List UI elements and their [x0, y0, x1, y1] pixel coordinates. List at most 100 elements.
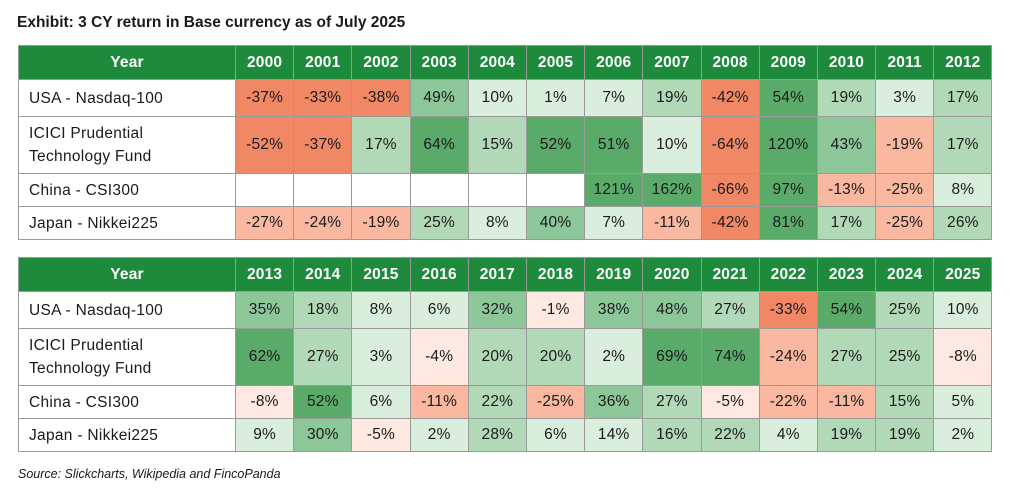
return-cell-2013: 9% [234, 418, 295, 452]
return-cell-2006: 51% [584, 116, 644, 174]
return-cell-2025: 5% [933, 385, 993, 419]
year-header-2000: 2000 [234, 45, 295, 80]
return-cell-2025: 10% [933, 291, 993, 329]
return-cell-2005: 40% [525, 206, 586, 240]
year-header-2015: 2015 [351, 257, 411, 292]
table-row: USA - Nasdaq-100 -37% -33% -38% 49% 10% 1% 7% 19… [18, 79, 993, 117]
return-cell-2016: -11% [409, 385, 469, 419]
row-label: China - CSI300 [18, 173, 236, 207]
return-cell-2005: 1% [525, 79, 586, 117]
return-cell-2021: 74% [700, 328, 760, 386]
table-row: USA - Nasdaq-100 35% 18% 8% 6% 32% -1% 38% 48% 27… [18, 291, 993, 329]
return-cell-2000 [234, 173, 295, 207]
return-cell-2002: -19% [351, 206, 411, 240]
return-cell-2019: 38% [584, 291, 644, 329]
return-cell-2005: 52% [525, 116, 586, 174]
return-cell-2009: 54% [758, 79, 818, 117]
return-cell-2003: 49% [409, 79, 469, 117]
return-cell-2006: 121% [584, 173, 644, 207]
returns-table-2000-2012: Year 2000 2001 2002 2003 2004 2005 2006 2007 2008… [18, 45, 993, 240]
return-cell-2003: 64% [409, 116, 469, 174]
return-cell-2024: 19% [875, 418, 935, 452]
row-label: USA - Nasdaq-100 [18, 291, 236, 329]
return-cell-2001: -33% [293, 79, 353, 117]
header-row: Year 2013 2014 2015 2016 2017 2018 2019 2020 2021… [18, 257, 993, 292]
return-cell-2022: -24% [758, 328, 818, 386]
return-cell-2003: 25% [409, 206, 469, 240]
return-cell-2007: 162% [642, 173, 702, 207]
return-cell-2008: -66% [700, 173, 760, 207]
return-cell-2017: 20% [467, 328, 527, 386]
return-cell-2019: 36% [584, 385, 644, 419]
return-cell-2000: -52% [234, 116, 295, 174]
return-cell-2023: -11% [816, 385, 877, 419]
return-cell-2022: 4% [758, 418, 818, 452]
return-cell-2011: -25% [875, 173, 935, 207]
table-row: ICICI Prudential Technology Fund -52% -37% 1… [18, 116, 993, 174]
return-cell-2009: 81% [758, 206, 818, 240]
return-cell-2017: 32% [467, 291, 527, 329]
row-label: Japan - Nikkei225 [18, 206, 236, 240]
year-header-2025: 2025 [933, 257, 993, 292]
return-cell-2023: 27% [816, 328, 877, 386]
return-cell-2013: 35% [234, 291, 295, 329]
returns-table-2013-2025: Year 2013 2014 2015 2016 2017 2018 2019 2020 2021… [18, 257, 993, 452]
return-cell-2016: 2% [409, 418, 469, 452]
return-cell-2020: 48% [642, 291, 702, 329]
return-cell-2019: 2% [584, 328, 644, 386]
return-cell-2010: 43% [816, 116, 877, 174]
return-cell-2009: 97% [758, 173, 818, 207]
return-cell-2013: -8% [234, 385, 295, 419]
return-cell-2015: 3% [351, 328, 411, 386]
return-cell-2006: 7% [584, 79, 644, 117]
year-header-2003: 2003 [409, 45, 469, 80]
return-cell-2004: 15% [467, 116, 527, 174]
return-cell-2018: -25% [525, 385, 586, 419]
return-cell-2000: -37% [234, 79, 295, 117]
header-row: Year 2000 2001 2002 2003 2004 2005 2006 2007 2008… [18, 45, 993, 80]
return-cell-2017: 28% [467, 418, 527, 452]
return-cell-2020: 69% [642, 328, 702, 386]
return-cell-2007: -11% [642, 206, 702, 240]
return-cell-2001: -24% [293, 206, 353, 240]
return-cell-2008: -64% [700, 116, 760, 174]
row-label: Japan - Nikkei225 [18, 418, 236, 452]
return-cell-2008: -42% [700, 79, 760, 117]
return-cell-2015: 8% [351, 291, 411, 329]
year-header-2005: 2005 [525, 45, 586, 80]
return-cell-2010: 19% [816, 79, 877, 117]
return-cell-2010: 17% [816, 206, 877, 240]
year-header-2009: 2009 [758, 45, 818, 80]
year-header-2017: 2017 [467, 257, 527, 292]
header-year-label: Year [18, 45, 236, 80]
return-cell-2018: 20% [525, 328, 586, 386]
header-year-label: Year [18, 257, 236, 292]
table-row: ICICI Prudential Technology Fund 62% 27% 3% -… [18, 328, 993, 386]
return-cell-2006: 7% [584, 206, 644, 240]
year-header-2024: 2024 [875, 257, 935, 292]
return-cell-2024: 25% [875, 291, 935, 329]
year-header-2018: 2018 [525, 257, 586, 292]
return-cell-2003 [409, 173, 469, 207]
year-header-2023: 2023 [816, 257, 877, 292]
return-cell-2021: 22% [700, 418, 760, 452]
return-cell-2011: 3% [875, 79, 935, 117]
return-cell-2002: 17% [351, 116, 411, 174]
year-header-2006: 2006 [584, 45, 644, 80]
return-cell-2022: -33% [758, 291, 818, 329]
return-cell-2016: -4% [409, 328, 469, 386]
return-cell-2012: 8% [933, 173, 993, 207]
return-cell-2020: 16% [642, 418, 702, 452]
return-cell-2000: -27% [234, 206, 295, 240]
return-cell-2010: -13% [816, 173, 877, 207]
return-cell-2018: -1% [525, 291, 586, 329]
year-header-2020: 2020 [642, 257, 702, 292]
return-cell-2023: 54% [816, 291, 877, 329]
return-cell-2001 [293, 173, 353, 207]
return-cell-2002 [351, 173, 411, 207]
return-cell-2001: -37% [293, 116, 353, 174]
return-cell-2004: 8% [467, 206, 527, 240]
return-cell-2004 [467, 173, 527, 207]
year-header-2007: 2007 [642, 45, 702, 80]
return-cell-2014: 30% [293, 418, 353, 452]
